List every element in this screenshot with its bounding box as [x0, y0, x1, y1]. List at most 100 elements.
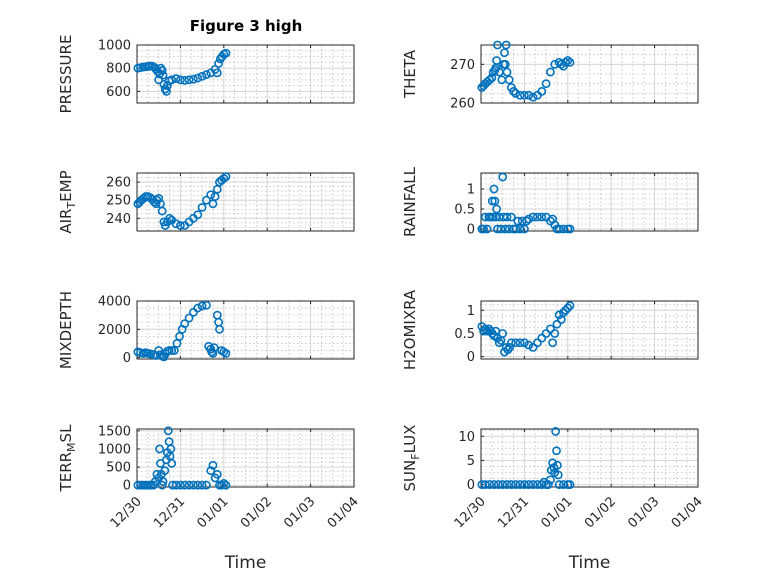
- data-point: [552, 460, 562, 470]
- data-point: [162, 81, 172, 90]
- data-point: [533, 338, 542, 348]
- y-tick-label: 260: [450, 97, 475, 112]
- y-tick-label: 240: [106, 212, 131, 227]
- subplot-8: 0 5 10 SUNFLUX 12/30 12/31 01/01 01/02 01/03 01/0…: [401, 425, 706, 573]
- data-point: [552, 319, 562, 329]
- data-point: [197, 301, 207, 311]
- data-point: [171, 219, 181, 229]
- y-axis-label: PRESSURE: [57, 35, 75, 114]
- y-tick-label: 0: [467, 478, 475, 493]
- y-tick-label: 0.5: [454, 203, 475, 218]
- data-point: [221, 348, 231, 358]
- data-point: [520, 338, 529, 348]
- x-tick-label: 12/30: [108, 494, 145, 531]
- data-points: [477, 172, 575, 234]
- data-points: [133, 172, 231, 230]
- x-tick-label: 01/03: [281, 494, 318, 531]
- data-point: [175, 75, 185, 85]
- y-tick-label: 0.5: [454, 327, 475, 342]
- data-point: [193, 480, 203, 490]
- data-point: [528, 342, 538, 352]
- data-point: [546, 67, 555, 77]
- axes-frame: [136, 44, 355, 104]
- data-point: [537, 212, 547, 222]
- x-tick-label: 01/02: [238, 494, 275, 531]
- data-point: [543, 480, 553, 489]
- data-point: [180, 75, 190, 85]
- data-point: [221, 480, 231, 490]
- data-point: [163, 426, 173, 436]
- data-point: [541, 79, 551, 89]
- data-point: [533, 212, 542, 222]
- data-point: [554, 480, 564, 489]
- data-point: [524, 480, 534, 489]
- data-point: [511, 224, 521, 234]
- data-point: [528, 480, 538, 489]
- data-point: [498, 329, 508, 338]
- y-axis-label-subscript: T: [65, 202, 78, 210]
- data-point: [537, 333, 547, 343]
- data-point: [184, 75, 194, 85]
- data-point: [197, 203, 207, 212]
- data-point: [155, 444, 164, 454]
- data-point: [563, 303, 573, 313]
- y-tick-label: 0: [123, 351, 131, 366]
- y-axis-label: THETA: [401, 49, 419, 99]
- y-axis-label-subscript: F: [409, 453, 422, 459]
- axes-frame: [480, 428, 699, 488]
- data-point: [489, 480, 499, 489]
- data-point: [167, 75, 177, 85]
- y-axis-label: TERRMSL: [57, 424, 78, 493]
- data-point: [551, 427, 561, 436]
- data-point: [206, 190, 216, 200]
- data-point: [162, 87, 171, 96]
- data-point: [565, 224, 575, 234]
- y-axis-label: MIXDEPTH: [57, 291, 75, 369]
- figure-title: Figure 3 high: [190, 17, 303, 35]
- y-tick-label: 500: [106, 461, 131, 476]
- y-tick-label: 0: [123, 479, 131, 494]
- data-points: [133, 426, 231, 490]
- data-point: [158, 70, 168, 80]
- data-point: [157, 480, 167, 490]
- y-tick-label: 1: [467, 304, 475, 319]
- x-tick-label: 01/02: [582, 494, 619, 531]
- data-point: [482, 224, 492, 234]
- data-point: [524, 90, 534, 100]
- x-axis-label: Time: [224, 553, 267, 573]
- data-point: [487, 196, 497, 206]
- y-axis-label-main: RAINFALL: [401, 166, 419, 237]
- data-points: [133, 48, 231, 96]
- subplot-2: 260 270 THETA: [401, 40, 699, 112]
- data-point: [502, 212, 512, 222]
- data-point: [537, 87, 547, 96]
- data-point: [565, 480, 575, 489]
- data-point: [489, 184, 499, 194]
- data-point: [193, 303, 203, 313]
- subplot-6: 0 0.5 1 H2OMIXRA: [401, 289, 699, 370]
- y-tick-label: 1000: [98, 442, 131, 457]
- y-axis-label-rest: EMP: [57, 170, 75, 201]
- data-point: [528, 212, 538, 222]
- data-point: [498, 172, 508, 182]
- data-point: [528, 92, 538, 102]
- data-point: [548, 338, 558, 348]
- y-axis-label-rest: LUX: [401, 425, 419, 454]
- data-point: [515, 338, 525, 348]
- data-point: [193, 210, 203, 220]
- data-point: [202, 70, 211, 79]
- x-tick-label: 01/01: [195, 494, 232, 531]
- x-tick-label: 01/01: [539, 494, 576, 531]
- data-point: [554, 310, 564, 320]
- data-point: [556, 59, 566, 69]
- y-tick-label: 2000: [98, 323, 131, 338]
- y-tick-label: 1000: [98, 39, 131, 54]
- axes-frame: [136, 172, 355, 232]
- y-axis-label: H2OMIXRA: [401, 289, 419, 370]
- y-axis-label: AIRTEMP: [57, 170, 78, 233]
- data-points: [477, 301, 575, 357]
- data-point: [546, 324, 555, 334]
- y-tick-label: 600: [106, 85, 131, 100]
